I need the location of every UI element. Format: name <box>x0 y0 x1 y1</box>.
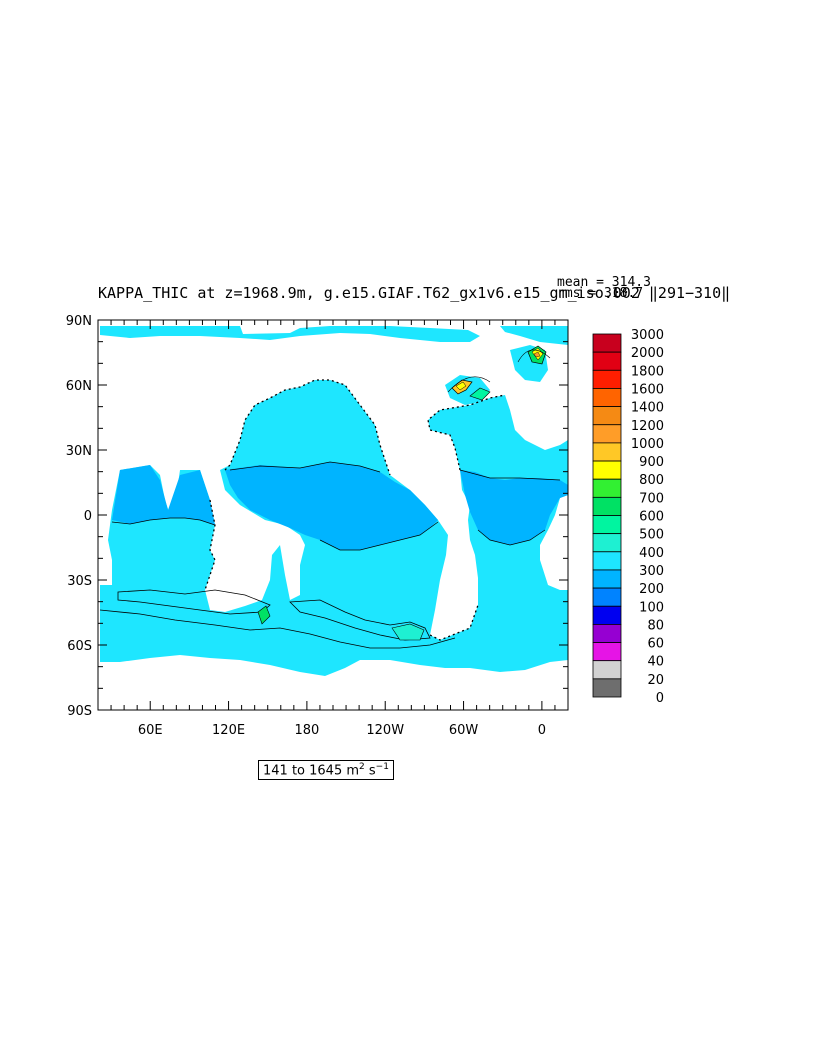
rms-stat: rms = 318.7 <box>557 286 644 301</box>
colorbar-swatch <box>592 333 622 353</box>
colorbar-label: 1000 <box>631 437 664 452</box>
colorbar-label: 80 <box>647 618 664 633</box>
colorbar-label: 2000 <box>631 346 664 361</box>
colorbar <box>592 333 622 698</box>
colorbar-swatch <box>592 388 622 408</box>
colorbar-label: 700 <box>639 491 664 506</box>
y-tick-label: 60N <box>66 379 92 394</box>
colorbar-swatch <box>592 460 622 480</box>
colorbar-label: 3000 <box>631 328 664 343</box>
colorbar-swatch <box>592 551 622 571</box>
drake-patch <box>391 623 425 641</box>
colorbar-labels: 3000200018001600140012001000900800700600… <box>631 328 664 706</box>
y-tick-label: 0 <box>84 509 92 524</box>
labrador-hotspot <box>447 376 491 401</box>
colorbar-swatch <box>592 624 622 643</box>
colorbar-label: 600 <box>639 510 664 525</box>
y-tick-label: 90S <box>67 704 92 719</box>
map-field <box>99 326 568 676</box>
x-tick-label: 120E <box>212 723 245 738</box>
range-label: 141 to 1645 m2 s−1 <box>258 760 394 781</box>
nordic-hotspot <box>517 345 551 365</box>
colorbar-label: 1800 <box>631 364 664 379</box>
tasman-hotspot <box>257 605 271 625</box>
y-axis-labels: 90N 60N 30N 0 30S 60S 90S <box>66 314 92 719</box>
colorbar-swatch <box>592 496 622 516</box>
colorbar-swatch <box>592 642 622 662</box>
mean-stat: mean = 314.3 <box>557 275 651 290</box>
colorbar-label: 400 <box>639 546 664 561</box>
y-tick-label: 90N <box>66 314 92 329</box>
colorbar-label: 900 <box>639 455 664 470</box>
y-tick-label: 30N <box>66 444 92 459</box>
tropical-contour-line <box>111 517 216 526</box>
southern-ocean-contour-region-2 <box>289 599 431 641</box>
y-tick-label: 60S <box>67 639 92 654</box>
colorbar-label: 1400 <box>631 401 664 416</box>
colorbar-swatch <box>592 587 622 607</box>
x-axis-labels: 60E 120E 180 120W 60W 0 <box>138 723 546 738</box>
axis-ticks <box>98 319 569 711</box>
colorbar-swatch <box>592 351 622 371</box>
ocean-field-300-400-tropical <box>112 462 568 550</box>
x-tick-label: 60W <box>449 723 479 738</box>
colorbar-swatch <box>592 605 622 625</box>
colorbar-swatch <box>592 369 622 389</box>
colorbar-swatch <box>592 424 622 444</box>
x-tick-label: 0 <box>538 723 546 738</box>
colorbar-label: 0 <box>656 691 664 706</box>
colorbar-swatch <box>592 478 622 498</box>
colorbar-label: 300 <box>639 564 664 579</box>
colorbar-label: 100 <box>639 600 664 615</box>
colorbar-label: 500 <box>639 528 664 543</box>
southern-ocean-contour-lower <box>99 609 456 649</box>
colorbar-swatch <box>592 660 622 680</box>
colorbar-swatch <box>592 406 622 426</box>
colorbar-swatch <box>592 442 622 462</box>
y-tick-label: 30S <box>67 574 92 589</box>
x-tick-label: 180 <box>294 723 319 738</box>
coastline-outline <box>204 379 506 641</box>
x-tick-label: 120W <box>366 723 404 738</box>
colorbar-label: 20 <box>647 673 664 688</box>
colorbar-label: 1600 <box>631 382 664 397</box>
arctic-ocean <box>100 326 480 342</box>
colorbar-swatch <box>592 569 622 589</box>
arctic-ocean-east <box>500 326 568 345</box>
colorbar-swatch <box>592 533 622 553</box>
colorbar-label: 60 <box>647 637 664 652</box>
x-tick-label: 60E <box>138 723 163 738</box>
colorbar-swatch <box>592 515 622 535</box>
colorbar-label: 1200 <box>631 419 664 434</box>
colorbar-label: 40 <box>647 655 664 670</box>
pacific-contour-line <box>229 461 439 551</box>
colorbar-label: 200 <box>639 582 664 597</box>
atlantic-contour-line <box>459 469 561 546</box>
colorbar-label: 800 <box>639 473 664 488</box>
plot-title: KAPPA_THIC at z=1968.9m, g.e15.GIAF.T62_… <box>98 284 731 302</box>
colorbar-swatch <box>592 678 622 698</box>
